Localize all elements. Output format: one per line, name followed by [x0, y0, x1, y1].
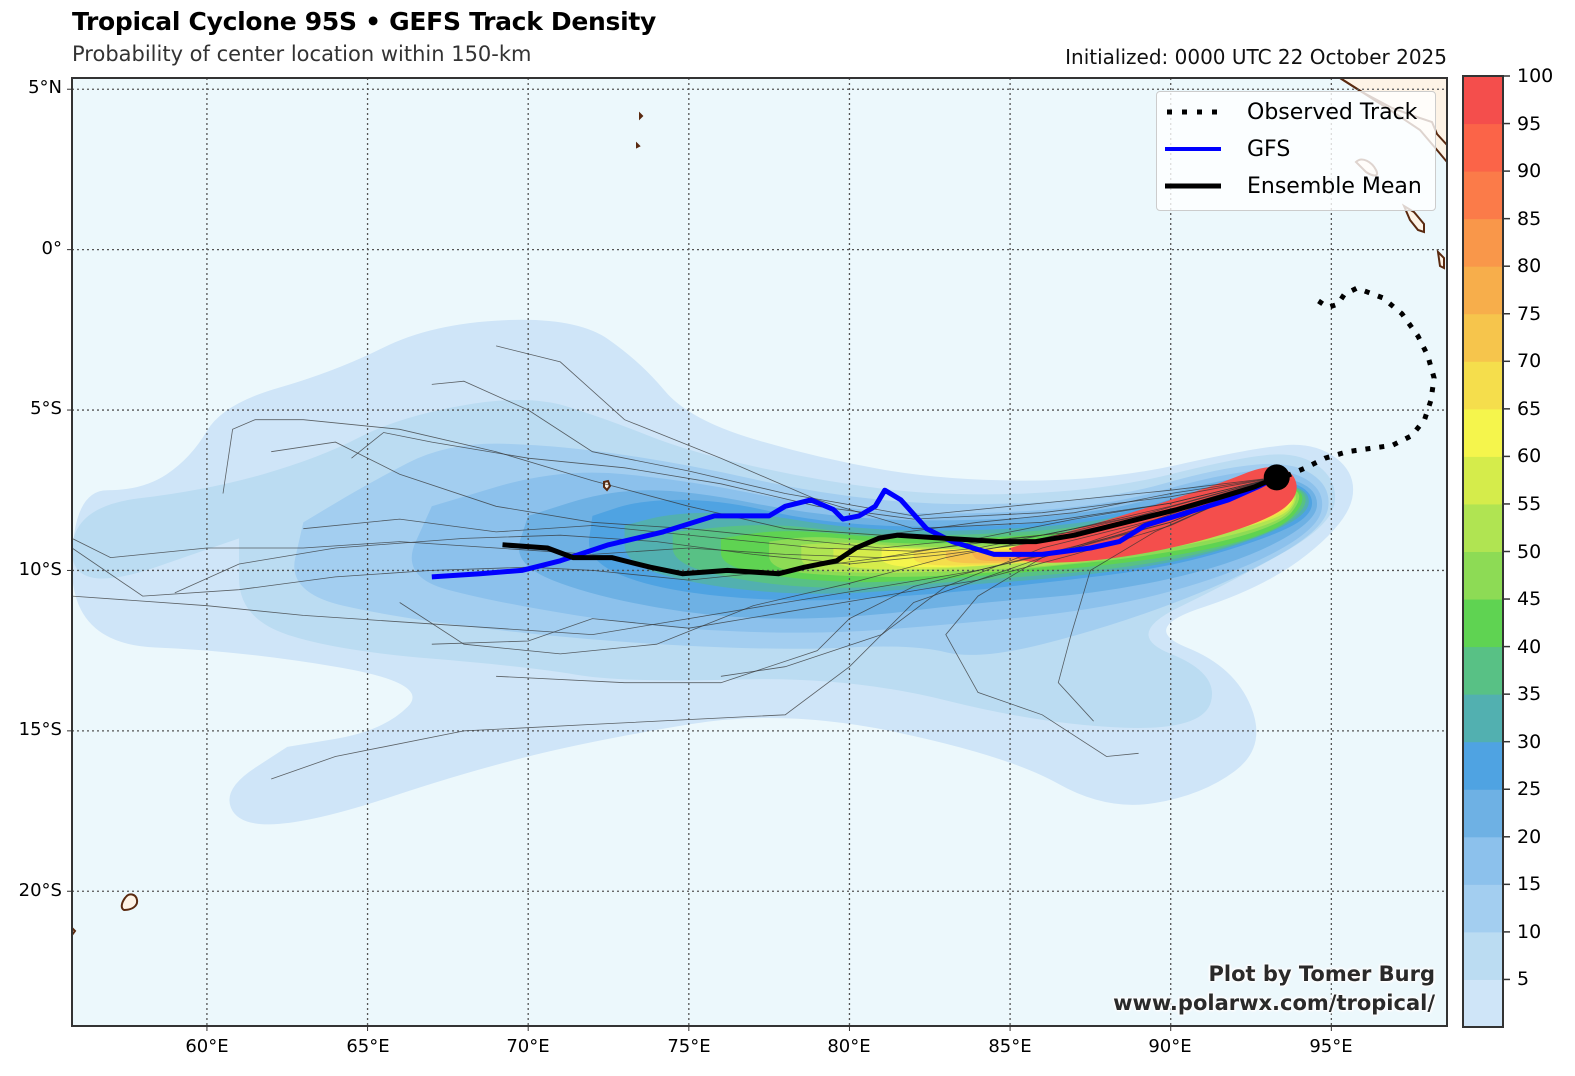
colorbar [1463, 75, 1510, 1028]
colorbar-tick-label: 65 [1517, 397, 1542, 420]
colorbar-segment [1463, 741, 1503, 790]
legend-item-ensemble-mean: Ensemble Mean [1165, 169, 1422, 203]
colorbar-tick-label: 20 [1517, 825, 1542, 848]
lat-label: 15°S [18, 719, 62, 740]
ensemble-member-track [351, 432, 1277, 520]
legend-item-observed-track: Observed Track [1165, 95, 1417, 129]
legend-label: Ensemble Mean [1247, 173, 1422, 199]
colorbar-tick-label: 25 [1517, 778, 1542, 801]
gfs-track [431, 475, 1278, 580]
colorbar-tick-label: 80 [1517, 255, 1542, 278]
colorbar-segment [1463, 884, 1503, 933]
colorbar-tick-label: 100 [1517, 65, 1554, 87]
colorbar-segment [1463, 789, 1503, 838]
colorbar-segment [1463, 313, 1503, 362]
ensemble-member-track [271, 441, 1277, 549]
colorbar-segment [1463, 123, 1503, 172]
colorbar-tick-label: 35 [1517, 683, 1542, 706]
colorbar-segment [1463, 836, 1503, 885]
lat-label: 5°N [28, 77, 62, 98]
colorbar-segment [1463, 361, 1503, 410]
colorbar-tick-label: 55 [1517, 492, 1542, 515]
colorbar-tick-label: 85 [1517, 207, 1542, 230]
credit-author: Plot by Tomer Burg [1208, 962, 1436, 986]
ensemble-member-track [271, 477, 1277, 780]
colorbar-segment [1463, 171, 1503, 220]
colorbar-segment [1463, 551, 1503, 600]
land-chagos-1 [639, 111, 644, 121]
blue-line-icon [1165, 147, 1221, 151]
colorbar-tick-label: 30 [1517, 730, 1542, 753]
colorbar-segment [1463, 503, 1503, 552]
colorbar-tick-label: 75 [1517, 302, 1542, 325]
lon-label: 80°E [827, 1036, 871, 1057]
ensemble-member-track [496, 477, 1277, 684]
ensemble-member-track [945, 477, 1277, 757]
colorbar-tick-label: 45 [1517, 588, 1542, 611]
colorbar-segment [1463, 266, 1503, 315]
colorbar-tick-label: 90 [1517, 160, 1542, 183]
ensemble-member-track [222, 419, 1277, 536]
ensemble-member-track [431, 380, 1277, 517]
land-chagos-2 [636, 141, 641, 149]
dotted-line-icon [1167, 109, 1221, 115]
lat-label: 0° [41, 238, 62, 259]
gridlines [72, 78, 1447, 1026]
lon-label: 95°E [1309, 1036, 1353, 1057]
colorbar-frame [1462, 75, 1504, 1028]
colorbar-segment [1463, 599, 1503, 648]
credit-url[interactable]: www.polarwx.com/tropical/ [1113, 991, 1435, 1015]
colorbar-segment [1463, 408, 1503, 457]
colorbar-tick-label: 10 [1517, 920, 1542, 943]
colorbar-tick-label: 50 [1517, 540, 1542, 563]
ensemble-member-track [1057, 477, 1277, 722]
map-frame [71, 77, 1448, 1027]
lon-label: 70°E [506, 1036, 550, 1057]
colorbar-segment [1463, 456, 1503, 505]
ensemble-member-track [399, 477, 1277, 655]
colorbar-segment [1463, 694, 1503, 743]
legend-label: Observed Track [1247, 99, 1418, 125]
lon-label: 60°E [185, 1036, 229, 1057]
map-legend: Observed Track GFS Ensemble Mean [1156, 91, 1436, 211]
colorbar-segment [1463, 979, 1503, 1028]
lat-label: 5°S [30, 398, 62, 419]
ensemble-member-track [72, 477, 1277, 559]
colorbar-segment [1463, 218, 1503, 267]
current-position-marker [1263, 464, 1290, 491]
lat-label: 20°S [18, 880, 62, 901]
legend-label: GFS [1247, 136, 1291, 162]
land-nias [1401, 203, 1425, 234]
lon-label: 65°E [346, 1036, 390, 1057]
lon-label: 85°E [988, 1036, 1032, 1057]
land-enggano [1436, 249, 1445, 270]
colorbar-tick-label: 60 [1517, 445, 1542, 468]
colorbar-segment [1463, 931, 1503, 980]
track-layer [431, 285, 1437, 580]
axis-ticks [67, 88, 1332, 1031]
black-line-icon [1165, 183, 1221, 189]
colorbar-segment [1463, 646, 1503, 695]
colorbar-tick-label: 95 [1517, 112, 1542, 135]
chart-title: Tropical Cyclone 95S • GEFS Track Densit… [72, 7, 657, 36]
lat-label: 10°S [18, 559, 62, 580]
land-diego-garcia [603, 479, 612, 492]
ensemble-member-track [303, 477, 1277, 552]
ensemble-mean-track [502, 475, 1278, 577]
lon-label: 90°E [1148, 1036, 1192, 1057]
colorbar-tick-label: 40 [1517, 635, 1542, 658]
land-mauritius [120, 893, 139, 912]
colorbar-segment [1463, 76, 1503, 125]
colorbar-tick-label: 15 [1517, 873, 1542, 896]
ensemble-member-track [496, 345, 1277, 530]
lon-label: 75°E [667, 1036, 711, 1057]
colorbar-tick-label: 5 [1517, 968, 1530, 991]
chart-subtitle: Probability of center location within 15… [72, 42, 532, 66]
initialized-time: Initialized: 0000 UTC 22 October 2025 [1065, 45, 1447, 69]
colorbar-tick-label: 70 [1517, 350, 1542, 373]
legend-item-gfs: GFS [1165, 132, 1290, 166]
observed-track [1282, 285, 1437, 480]
